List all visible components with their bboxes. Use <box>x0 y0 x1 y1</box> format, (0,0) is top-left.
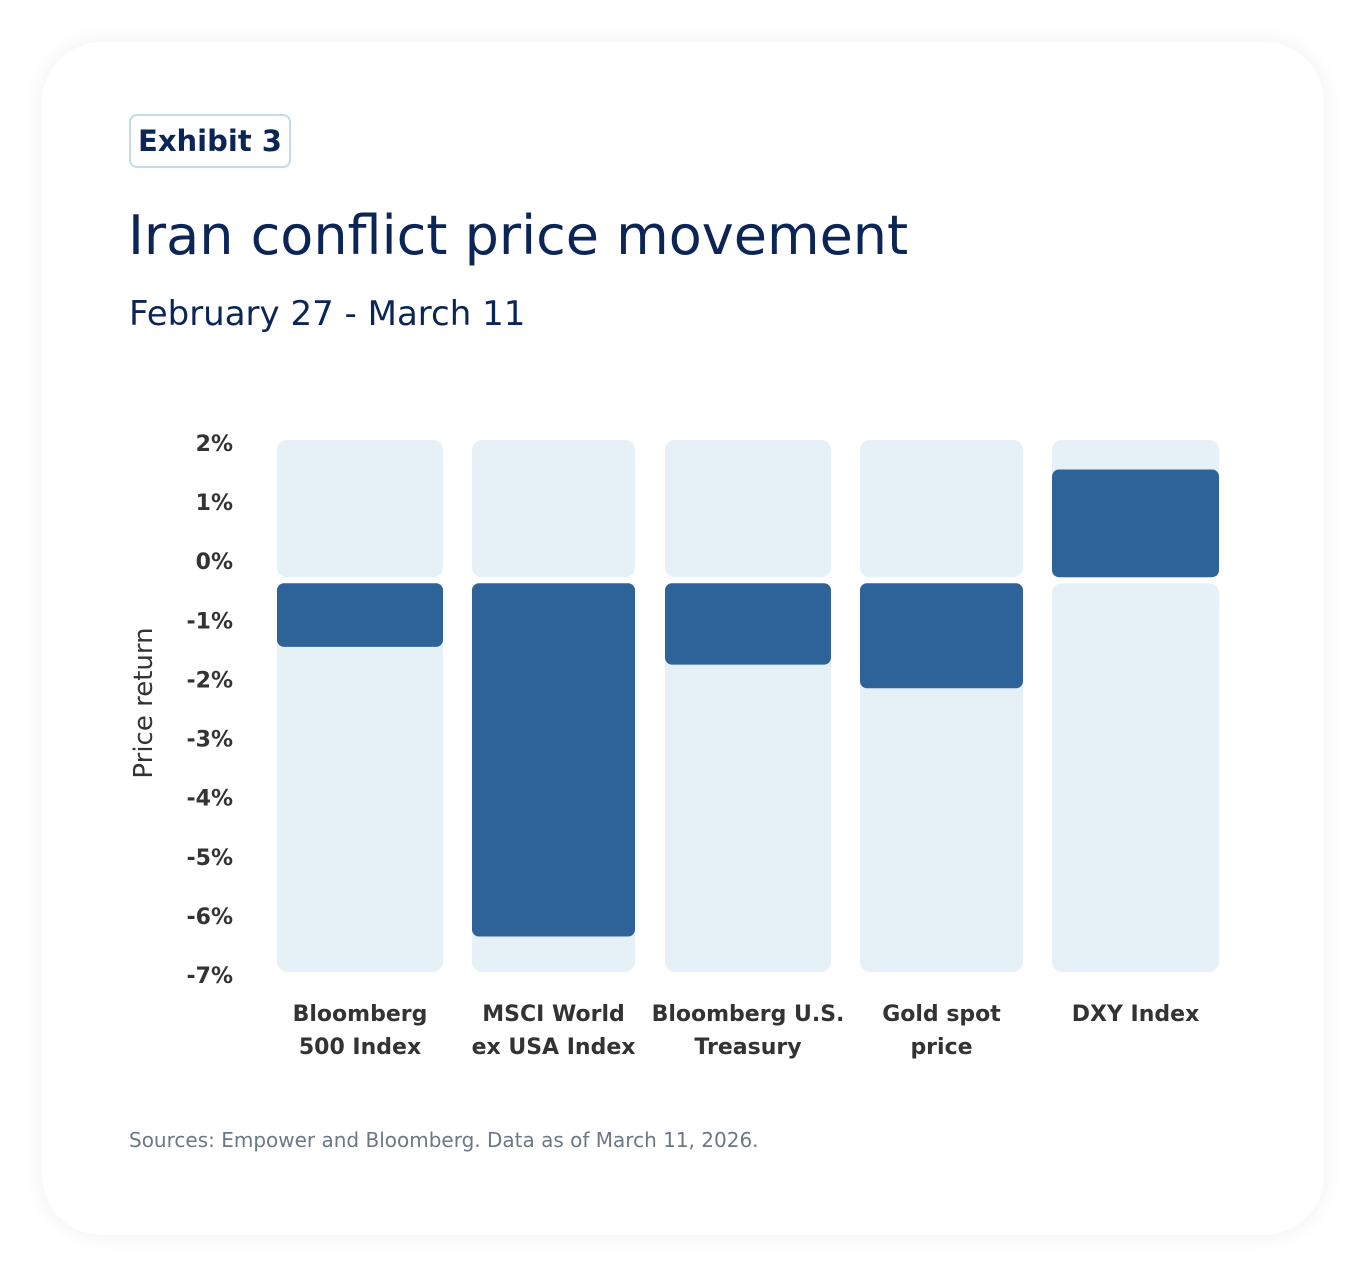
x-category-label: price <box>910 1035 972 1060</box>
x-category-label: 500 Index <box>299 1035 421 1060</box>
x-category-label: DXY Index <box>1072 1002 1200 1027</box>
x-category-label: ex USA Index <box>472 1035 636 1060</box>
x-category-label: Gold spot <box>882 1002 1001 1027</box>
y-tick-label: -7% <box>187 964 233 989</box>
y-tick-label: -2% <box>187 668 233 693</box>
bar <box>472 583 635 937</box>
bar-background-upper <box>665 440 831 578</box>
y-tick-label: -3% <box>187 728 233 753</box>
bar-background-upper <box>277 440 443 578</box>
y-tick-label: -6% <box>187 905 233 930</box>
chart-title: Iran conflict price movement <box>128 204 909 267</box>
bar <box>860 583 1023 689</box>
y-tick-label: 2% <box>196 432 233 457</box>
y-tick-label: -4% <box>187 787 233 812</box>
y-tick-label: -1% <box>187 609 233 634</box>
x-category-label: Bloomberg U.S. <box>652 1002 845 1027</box>
bar <box>1052 469 1219 578</box>
bar <box>277 583 443 647</box>
bar-background-lower <box>277 583 443 972</box>
bar-background-lower <box>1052 583 1219 972</box>
x-category-label: Bloomberg <box>293 1002 428 1027</box>
bar-background-lower <box>665 583 831 972</box>
x-category-label: MSCI World <box>482 1002 624 1027</box>
chart-subtitle: February 27 - March 11 <box>129 294 526 334</box>
bar <box>665 583 831 665</box>
exhibit-badge: Exhibit 3 <box>129 114 291 168</box>
bar-background-upper <box>860 440 1023 578</box>
y-tick-label: -5% <box>187 846 233 871</box>
y-axis-label: Price return <box>129 627 159 778</box>
y-tick-label: 1% <box>196 491 233 516</box>
y-tick-label: 0% <box>196 550 233 575</box>
x-category-label: Treasury <box>694 1035 801 1060</box>
source-note: Sources: Empower and Bloomberg. Data as … <box>129 1128 759 1152</box>
bar-background-upper <box>472 440 635 578</box>
